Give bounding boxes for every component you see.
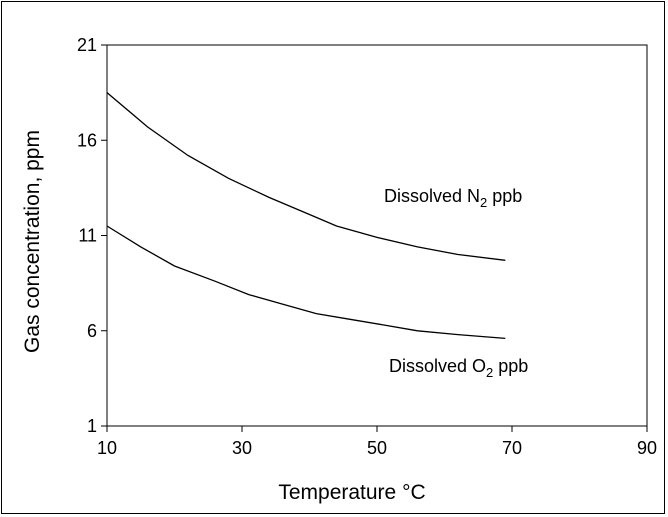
x-axis-title: Temperature °C — [278, 481, 425, 504]
x-tick-label: 30 — [232, 438, 252, 458]
series-line-n2 — [106, 92, 506, 261]
y-tick-label: 21 — [77, 35, 97, 55]
series-line-o2 — [106, 225, 506, 340]
y-tick-label: 1 — [87, 416, 97, 436]
x-tick-label: 90 — [637, 438, 657, 458]
y-tick-label: 6 — [87, 321, 97, 341]
y-tick-label: 16 — [77, 130, 97, 150]
plot-area-border — [106, 44, 648, 427]
axes — [101, 44, 648, 432]
series-label-n2: Dissolved N2 ppb — [384, 186, 522, 210]
x-tick-label: 50 — [367, 438, 387, 458]
y-axis-title: Gas concentration, ppm — [21, 130, 44, 353]
x-tick-label: 10 — [97, 438, 117, 458]
x-tick-label: 70 — [502, 438, 522, 458]
y-tick-label: 11 — [78, 226, 97, 246]
series-lines — [106, 92, 506, 340]
series-label-o2: Dissolved O2 ppb — [389, 356, 528, 380]
